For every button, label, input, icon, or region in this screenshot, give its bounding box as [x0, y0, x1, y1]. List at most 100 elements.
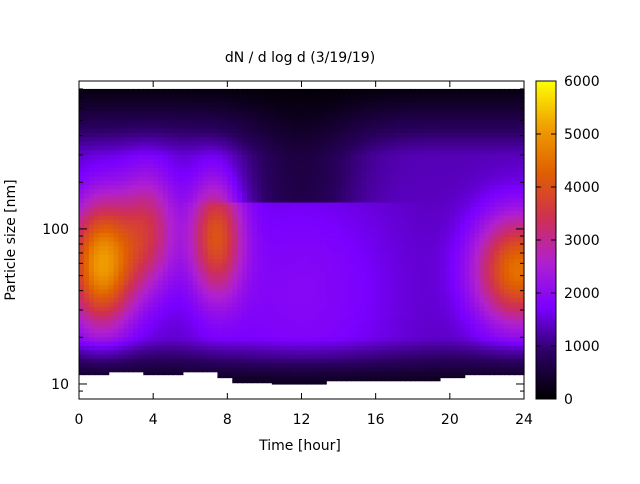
heatmap-cell [360, 284, 367, 290]
heatmap-cell [350, 319, 357, 325]
heatmap-cell [435, 132, 441, 138]
heatmap-cell [138, 214, 144, 220]
heatmap-cell [425, 293, 431, 299]
heatmap-cell [113, 132, 120, 138]
heatmap-cell [350, 354, 357, 359]
heatmap-cell [108, 210, 115, 216]
heatmap-cell [257, 206, 263, 212]
heatmap-cell [217, 288, 223, 294]
heatmap-cell [395, 341, 401, 346]
heatmap-cell [158, 180, 164, 186]
heatmap-cell [158, 245, 164, 251]
heatmap-cell [435, 336, 441, 342]
heatmap-cell [370, 275, 377, 281]
heatmap-cell [380, 249, 387, 255]
heatmap-cell [395, 141, 401, 147]
heatmap-cell [222, 241, 228, 246]
heatmap-cell [177, 123, 184, 129]
heatmap-cell [98, 132, 105, 138]
heatmap-cell [385, 232, 392, 238]
heatmap-cell [420, 101, 426, 107]
heatmap-cell [415, 145, 421, 151]
heatmap-cell [207, 341, 214, 346]
heatmap-cell [311, 245, 317, 251]
heatmap-cell [207, 245, 214, 251]
heatmap-cell [242, 232, 248, 238]
heatmap-cell [128, 236, 134, 242]
heatmap-cell [153, 284, 159, 290]
heatmap-cell [232, 197, 238, 203]
heatmap-cell [172, 228, 179, 233]
heatmap-cell [217, 145, 223, 151]
heatmap-cell [415, 371, 421, 377]
heatmap-cell [158, 249, 164, 255]
heatmap-cell [217, 275, 223, 281]
heatmap-cell [252, 249, 258, 255]
heatmap-cell [88, 175, 95, 181]
heatmap-cell [257, 136, 263, 142]
heatmap-cell [331, 145, 337, 151]
heatmap-cell [266, 275, 273, 281]
heatmap-cell [395, 267, 401, 273]
heatmap-cell [415, 332, 421, 338]
heatmap-cell [93, 358, 100, 364]
heatmap-cell [346, 258, 352, 264]
heatmap-cell [444, 319, 451, 325]
heatmap-cell [296, 136, 303, 142]
heatmap-cell [177, 249, 184, 255]
heatmap-cell [128, 210, 134, 216]
heatmap-cell [306, 358, 312, 364]
heatmap-cell [232, 367, 238, 373]
heatmap-cell [405, 280, 411, 286]
heatmap-cell [355, 136, 362, 142]
heatmap-cell [341, 110, 347, 116]
heatmap-cell [237, 310, 243, 316]
heatmap-cell [232, 228, 238, 233]
heatmap-cell [281, 123, 288, 129]
heatmap-cell [439, 167, 446, 173]
heatmap-cell [346, 288, 352, 294]
heatmap-cell [266, 158, 273, 164]
heatmap-cell [79, 262, 85, 268]
heatmap-cell [197, 154, 204, 160]
heatmap-cell [395, 336, 401, 342]
heatmap-cell [395, 297, 401, 303]
heatmap-cell [187, 188, 194, 194]
heatmap-cell [88, 193, 95, 199]
heatmap-cell [380, 236, 387, 242]
heatmap-cell [133, 232, 139, 238]
heatmap-cell [321, 332, 327, 338]
heatmap-cell [400, 232, 406, 238]
heatmap-cell [158, 345, 164, 351]
heatmap-cell [266, 214, 273, 220]
heatmap-cell [276, 241, 283, 246]
heatmap-cell [415, 219, 421, 225]
heatmap-cell [311, 341, 317, 346]
heatmap-cell [390, 236, 397, 242]
heatmap-cell [103, 101, 110, 107]
heatmap-cell [247, 358, 253, 364]
heatmap-cell [83, 319, 90, 325]
heatmap-cell [217, 149, 223, 155]
heatmap-cell [177, 301, 184, 307]
heatmap-cell [192, 106, 199, 112]
heatmap-cell [108, 341, 115, 346]
heatmap-cell [276, 158, 283, 164]
heatmap-cell [271, 123, 278, 129]
heatmap-cell [341, 349, 347, 355]
heatmap-cell [252, 219, 258, 225]
heatmap-cell [252, 314, 258, 320]
heatmap-cell [143, 141, 149, 147]
heatmap-cell [182, 249, 189, 255]
heatmap-cell [281, 197, 288, 203]
heatmap-cell [355, 141, 362, 147]
heatmap-cell [301, 314, 308, 320]
heatmap-cell [113, 175, 120, 181]
heatmap-cell [291, 314, 298, 320]
heatmap-cell [202, 254, 209, 260]
heatmap-cell [276, 214, 283, 220]
heatmap-cell [128, 167, 134, 173]
heatmap-cell [439, 349, 446, 355]
heatmap-cell [331, 132, 337, 138]
heatmap-cell [242, 162, 248, 168]
